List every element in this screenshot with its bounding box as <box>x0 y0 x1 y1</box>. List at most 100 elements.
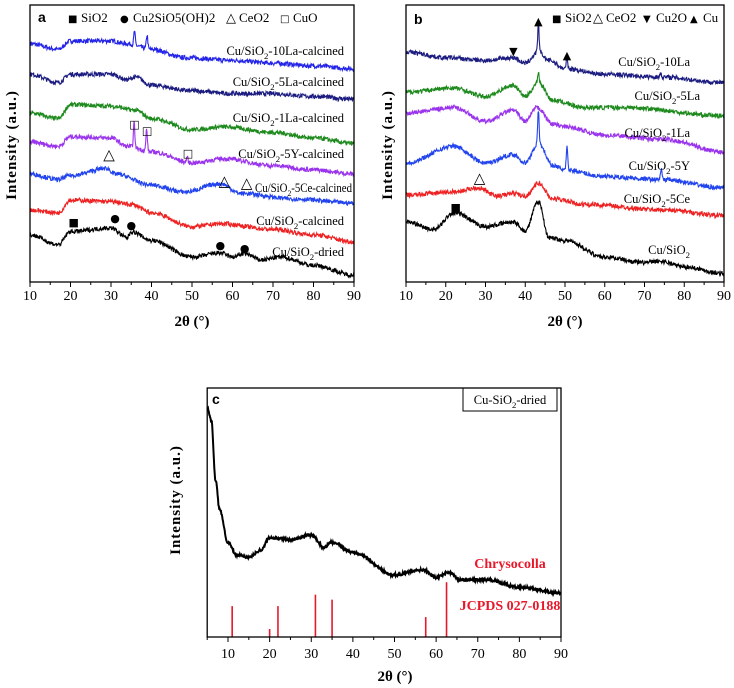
series-label: Cu/SiO2-5La <box>635 89 701 106</box>
series-label: Cu/SiO2-5Y <box>629 159 690 176</box>
x-tick-label: 70 <box>638 289 652 304</box>
x-axis-label: 2θ (°) <box>377 669 412 685</box>
x-tick-label: 70 <box>471 647 485 662</box>
plot-frame <box>206 387 562 638</box>
legend-label: SiO2 <box>81 10 108 25</box>
phase-marker: △ <box>474 169 486 187</box>
phase-marker: ● <box>126 219 136 232</box>
series-line-cu-sio2-10la-calcined <box>29 30 355 73</box>
series-label: Cu/SiO2-dried <box>272 245 344 262</box>
phase-marker: □ <box>129 118 139 131</box>
series-line-cu-sio2-10la <box>405 22 725 86</box>
x-tick-label: 90 <box>347 289 361 304</box>
series-label: Cu/SiO2-10La-calcined <box>226 44 344 61</box>
x-axis-label: 2θ (°) <box>547 314 582 330</box>
series-line-cu-sio2-dried <box>29 225 355 279</box>
series-label: Cu/SiO2-1La <box>625 126 691 143</box>
legend-label: Cu2O <box>656 10 687 25</box>
series-label: Cu/SiO2-5Y-calcined <box>238 147 344 164</box>
panel-letter: c <box>212 391 220 407</box>
x-tick-label: 50 <box>388 647 402 662</box>
series-line-cu-sio2-1la <box>405 103 725 156</box>
series-label: Cu/SiO2-5La-calcined <box>233 75 345 92</box>
legend-symbol: □ <box>280 14 289 25</box>
x-tick-label: 10 <box>221 647 235 662</box>
series-line-cu-sio2-5y <box>405 111 725 191</box>
x-tick-label: 20 <box>64 289 78 304</box>
x-tick-label: 50 <box>558 289 572 304</box>
reference-label: Chrysocolla <box>474 557 546 572</box>
x-tick-label: 70 <box>266 289 280 304</box>
x-tick-label: 10 <box>23 289 37 304</box>
x-tick-label: 80 <box>677 289 691 304</box>
x-tick-label: 90 <box>554 647 568 662</box>
legend-symbol: △ <box>226 11 236 26</box>
legend-label: CuO <box>293 10 318 25</box>
series-line-cu-sio2-1la-calcined <box>29 101 355 146</box>
phase-marker: △ <box>241 174 253 192</box>
series-line-cu-sio2-5ce-calcined <box>29 165 355 207</box>
phase-marker: ● <box>216 239 226 252</box>
panel-letter: b <box>414 11 423 27</box>
x-tick-label: 60 <box>429 647 443 662</box>
series-label: Cu/SiO2-5Ce <box>624 192 691 209</box>
legend-symbol: ▼ <box>643 14 651 25</box>
phase-marker: ● <box>110 212 120 225</box>
phase-marker: ■ <box>69 216 79 229</box>
x-tick-label: 30 <box>304 647 318 662</box>
phase-marker: ● <box>240 242 250 255</box>
phase-marker: ▲ <box>534 15 543 28</box>
phase-marker: ■ <box>450 201 460 214</box>
legend-label: CeO2 <box>606 10 636 25</box>
panel-letter: a <box>38 9 46 25</box>
x-tick-label: 80 <box>512 647 526 662</box>
legend-label: Cu2SiO5(OH)2 <box>133 10 215 25</box>
panel-a: Cu/SiO2-10La-calcined Cu/SiO2-5La-calcine… <box>4 4 361 330</box>
series-line-cu-sio2-5ce <box>405 180 725 220</box>
phase-marker: □ <box>142 125 152 138</box>
x-tick-label: 60 <box>598 289 612 304</box>
x-tick-label: 40 <box>346 647 360 662</box>
x-tick-label: 50 <box>185 289 199 304</box>
legend-label: Cu <box>703 10 719 25</box>
x-tick-label: 40 <box>145 289 159 304</box>
series-label: Cu/SiO2-1La-calcined <box>233 111 345 128</box>
x-axis-label: 2θ (°) <box>174 314 209 330</box>
x-tick-label: 60 <box>226 289 240 304</box>
series-line-cu-sio2-dried <box>206 405 562 598</box>
panel-b: Cu/SiO2-10La Cu/SiO2-5La Cu/SiO2-1La Cu/SiO… <box>380 4 731 330</box>
x-tick-label: 20 <box>263 647 277 662</box>
series-label: Cu/SiO2-5Ce-calcined <box>255 181 353 198</box>
panel-c: Chrysocolla JCPDS 027-0188 Cu-SiO2-dried 10… <box>168 387 568 685</box>
x-tick-label: 20 <box>439 289 453 304</box>
series-line-cu-sio2-5la <box>405 71 725 120</box>
y-axis-label: Intensity (a.u.) <box>380 90 396 200</box>
legend-symbol: ● <box>120 14 129 25</box>
reference-card: JCPDS 027-0188 <box>460 599 561 614</box>
y-axis-label: Intensity (a.u.) <box>4 90 20 200</box>
series-line-cu-sio2-5la-calcined <box>29 70 355 103</box>
series-label: Cu/SiO2-calcined <box>256 214 344 231</box>
legend-symbol: ▲ <box>690 14 698 25</box>
x-tick-label: 40 <box>518 289 532 304</box>
series-line-cu-sio2-5y-calcined <box>29 121 355 178</box>
series-line-cu-sio2 <box>405 200 725 278</box>
series-label: Cu/SiO2-10La <box>618 55 690 72</box>
y-axis-label: Intensity (a.u.) <box>168 445 184 555</box>
series-label: Cu/SiO2 <box>648 243 690 260</box>
legend-symbol: ■ <box>552 14 561 25</box>
x-tick-label: 10 <box>399 289 413 304</box>
legend-label: CeO2 <box>239 10 269 25</box>
x-tick-label: 80 <box>307 289 321 304</box>
legend-symbol: △ <box>593 11 603 26</box>
phase-marker: △ <box>103 146 115 164</box>
x-tick-label: 30 <box>479 289 493 304</box>
x-tick-label: 30 <box>104 289 118 304</box>
series-line-cu-sio2-calcined <box>29 196 355 245</box>
phase-marker: ▲ <box>563 49 572 62</box>
phase-marker: □ <box>183 147 193 160</box>
legend-box-text: Cu-SiO2-dried <box>474 393 547 410</box>
x-tick-label: 90 <box>717 289 731 304</box>
legend-label: SiO2 <box>565 10 592 25</box>
